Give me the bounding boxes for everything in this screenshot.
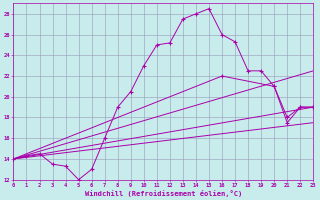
X-axis label: Windchill (Refroidissement éolien,°C): Windchill (Refroidissement éolien,°C): [85, 190, 242, 197]
